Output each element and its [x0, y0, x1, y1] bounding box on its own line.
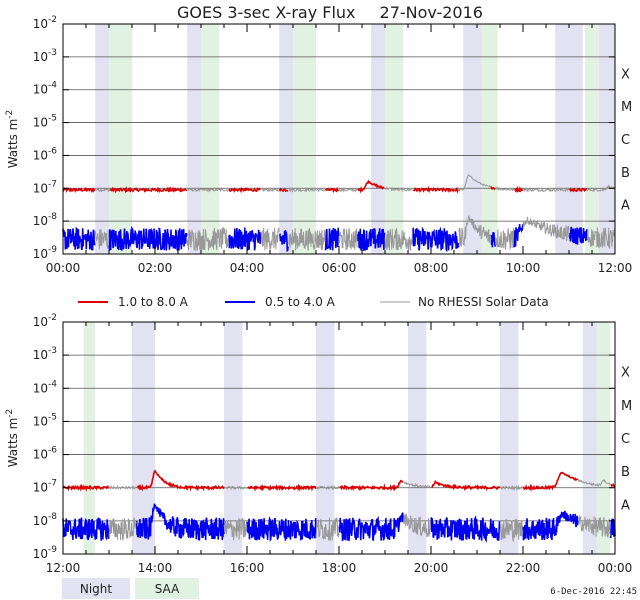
y-tick-label: 10-5	[33, 412, 57, 428]
night-band	[408, 322, 427, 554]
night-band	[95, 24, 109, 254]
chart-title: GOES 3-sec X-ray Flux 27-Nov-2016	[177, 3, 483, 22]
x-tick-label: 08:00	[414, 261, 449, 275]
night-band	[463, 24, 482, 254]
x-tick-label: 22:00	[506, 561, 541, 575]
flare-class-label: M	[621, 399, 632, 414]
y-tick-label: 10-5	[33, 114, 57, 130]
saa-band	[83, 322, 96, 554]
x-tick-label: 06:00	[322, 261, 357, 275]
night-band	[316, 322, 335, 554]
x-tick-label: 12:00	[46, 561, 81, 575]
night-band	[500, 322, 519, 554]
saa-band	[585, 24, 599, 254]
legend-long-label: 1.0 to 8.0 A	[118, 295, 189, 309]
series-short-nodata	[108, 513, 611, 543]
saa-band	[293, 24, 316, 254]
flare-class-label: C	[621, 432, 630, 447]
legend-short-label: 0.5 to 4.0 A	[265, 295, 336, 309]
y-tick-label: 10-7	[33, 479, 57, 495]
flare-class-label: A	[621, 199, 630, 214]
series-long-wavelength	[62, 179, 587, 194]
x-tick-label: 12:00	[598, 261, 633, 275]
legend-night-swatch	[62, 578, 130, 599]
flare-class-label: B	[621, 166, 630, 181]
legend-night-label: Night	[80, 582, 113, 596]
flare-class-label: B	[621, 465, 630, 480]
night-band	[224, 322, 243, 554]
night-band	[371, 24, 385, 254]
y-tick-label: 10-6	[33, 446, 58, 462]
y-axis-title: Watts m-2	[5, 409, 20, 468]
flare-class-label: A	[621, 498, 630, 513]
flare-class-label: C	[621, 133, 630, 148]
y-tick-label: 10-3	[33, 346, 57, 362]
y-tick-label: 10-9	[33, 545, 58, 561]
x-tick-label: 00:00	[598, 561, 633, 575]
saa-band	[596, 322, 611, 554]
legend-nodata-label: No RHESSI Solar Data	[418, 295, 549, 309]
series-short-wavelength	[62, 503, 616, 543]
x-tick-label: 02:00	[138, 261, 173, 275]
series-legend: 1.0 to 8.0 A 0.5 to 4.0 A No RHESSI Sola…	[78, 295, 549, 309]
legend-saa-swatch	[135, 578, 199, 599]
x-tick-label: 16:00	[230, 561, 265, 575]
panel-2: 10-2 10-3 10-4 10-5 10-6 10-7 10-8 10-9 X M C B A 12:…	[5, 313, 632, 575]
night-band	[187, 24, 201, 254]
saa-band	[481, 24, 498, 254]
x-tick-label: 10:00	[506, 261, 541, 275]
x-tick-label: 14:00	[138, 561, 173, 575]
series-long-wavelength	[62, 469, 616, 493]
night-band	[132, 322, 155, 554]
x-tick-label: 18:00	[322, 561, 357, 575]
series-long-nodata	[95, 174, 616, 193]
y-tick-label: 10-4	[33, 379, 58, 395]
flare-class-label: X	[621, 67, 630, 82]
y-tick-label: 10-2	[33, 313, 57, 329]
y-tick-label: 10-7	[33, 179, 57, 195]
y-tick-label: 10-6	[33, 146, 58, 162]
y-axis-title: Watts m-2	[5, 110, 20, 169]
shading-legend: Night SAA	[62, 578, 199, 599]
legend-saa-label: SAA	[155, 582, 180, 596]
x-tick-label: 20:00	[414, 561, 449, 575]
night-band	[555, 24, 583, 254]
series-long-nodata	[108, 479, 611, 491]
night-band	[279, 24, 293, 254]
flare-class-label: X	[621, 366, 630, 381]
night-band	[582, 322, 597, 554]
footer-timestamp: 6-Dec-2016 22:45	[550, 587, 637, 597]
x-tick-label: 00:00	[46, 261, 81, 275]
series-short-wavelength	[62, 224, 588, 253]
plot-frame	[62, 23, 616, 255]
x-tick-label: 04:00	[230, 261, 265, 275]
night-band	[598, 24, 615, 254]
flare-class-label: M	[621, 100, 632, 115]
saa-band	[201, 24, 220, 254]
y-tick-label: 10-3	[33, 48, 57, 64]
y-tick-label: 10-8	[33, 512, 58, 528]
y-tick-label: 10-2	[33, 15, 57, 31]
y-tick-label: 10-8	[33, 212, 58, 228]
y-tick-label: 10-4	[33, 81, 58, 97]
panel-1: 10-2 10-3 10-4 10-5 10-6 10-7 10-8 10-9 X M C B A 00:…	[5, 15, 632, 275]
saa-band	[385, 24, 404, 254]
saa-band	[109, 24, 132, 254]
y-tick-label: 10-9	[33, 245, 58, 261]
